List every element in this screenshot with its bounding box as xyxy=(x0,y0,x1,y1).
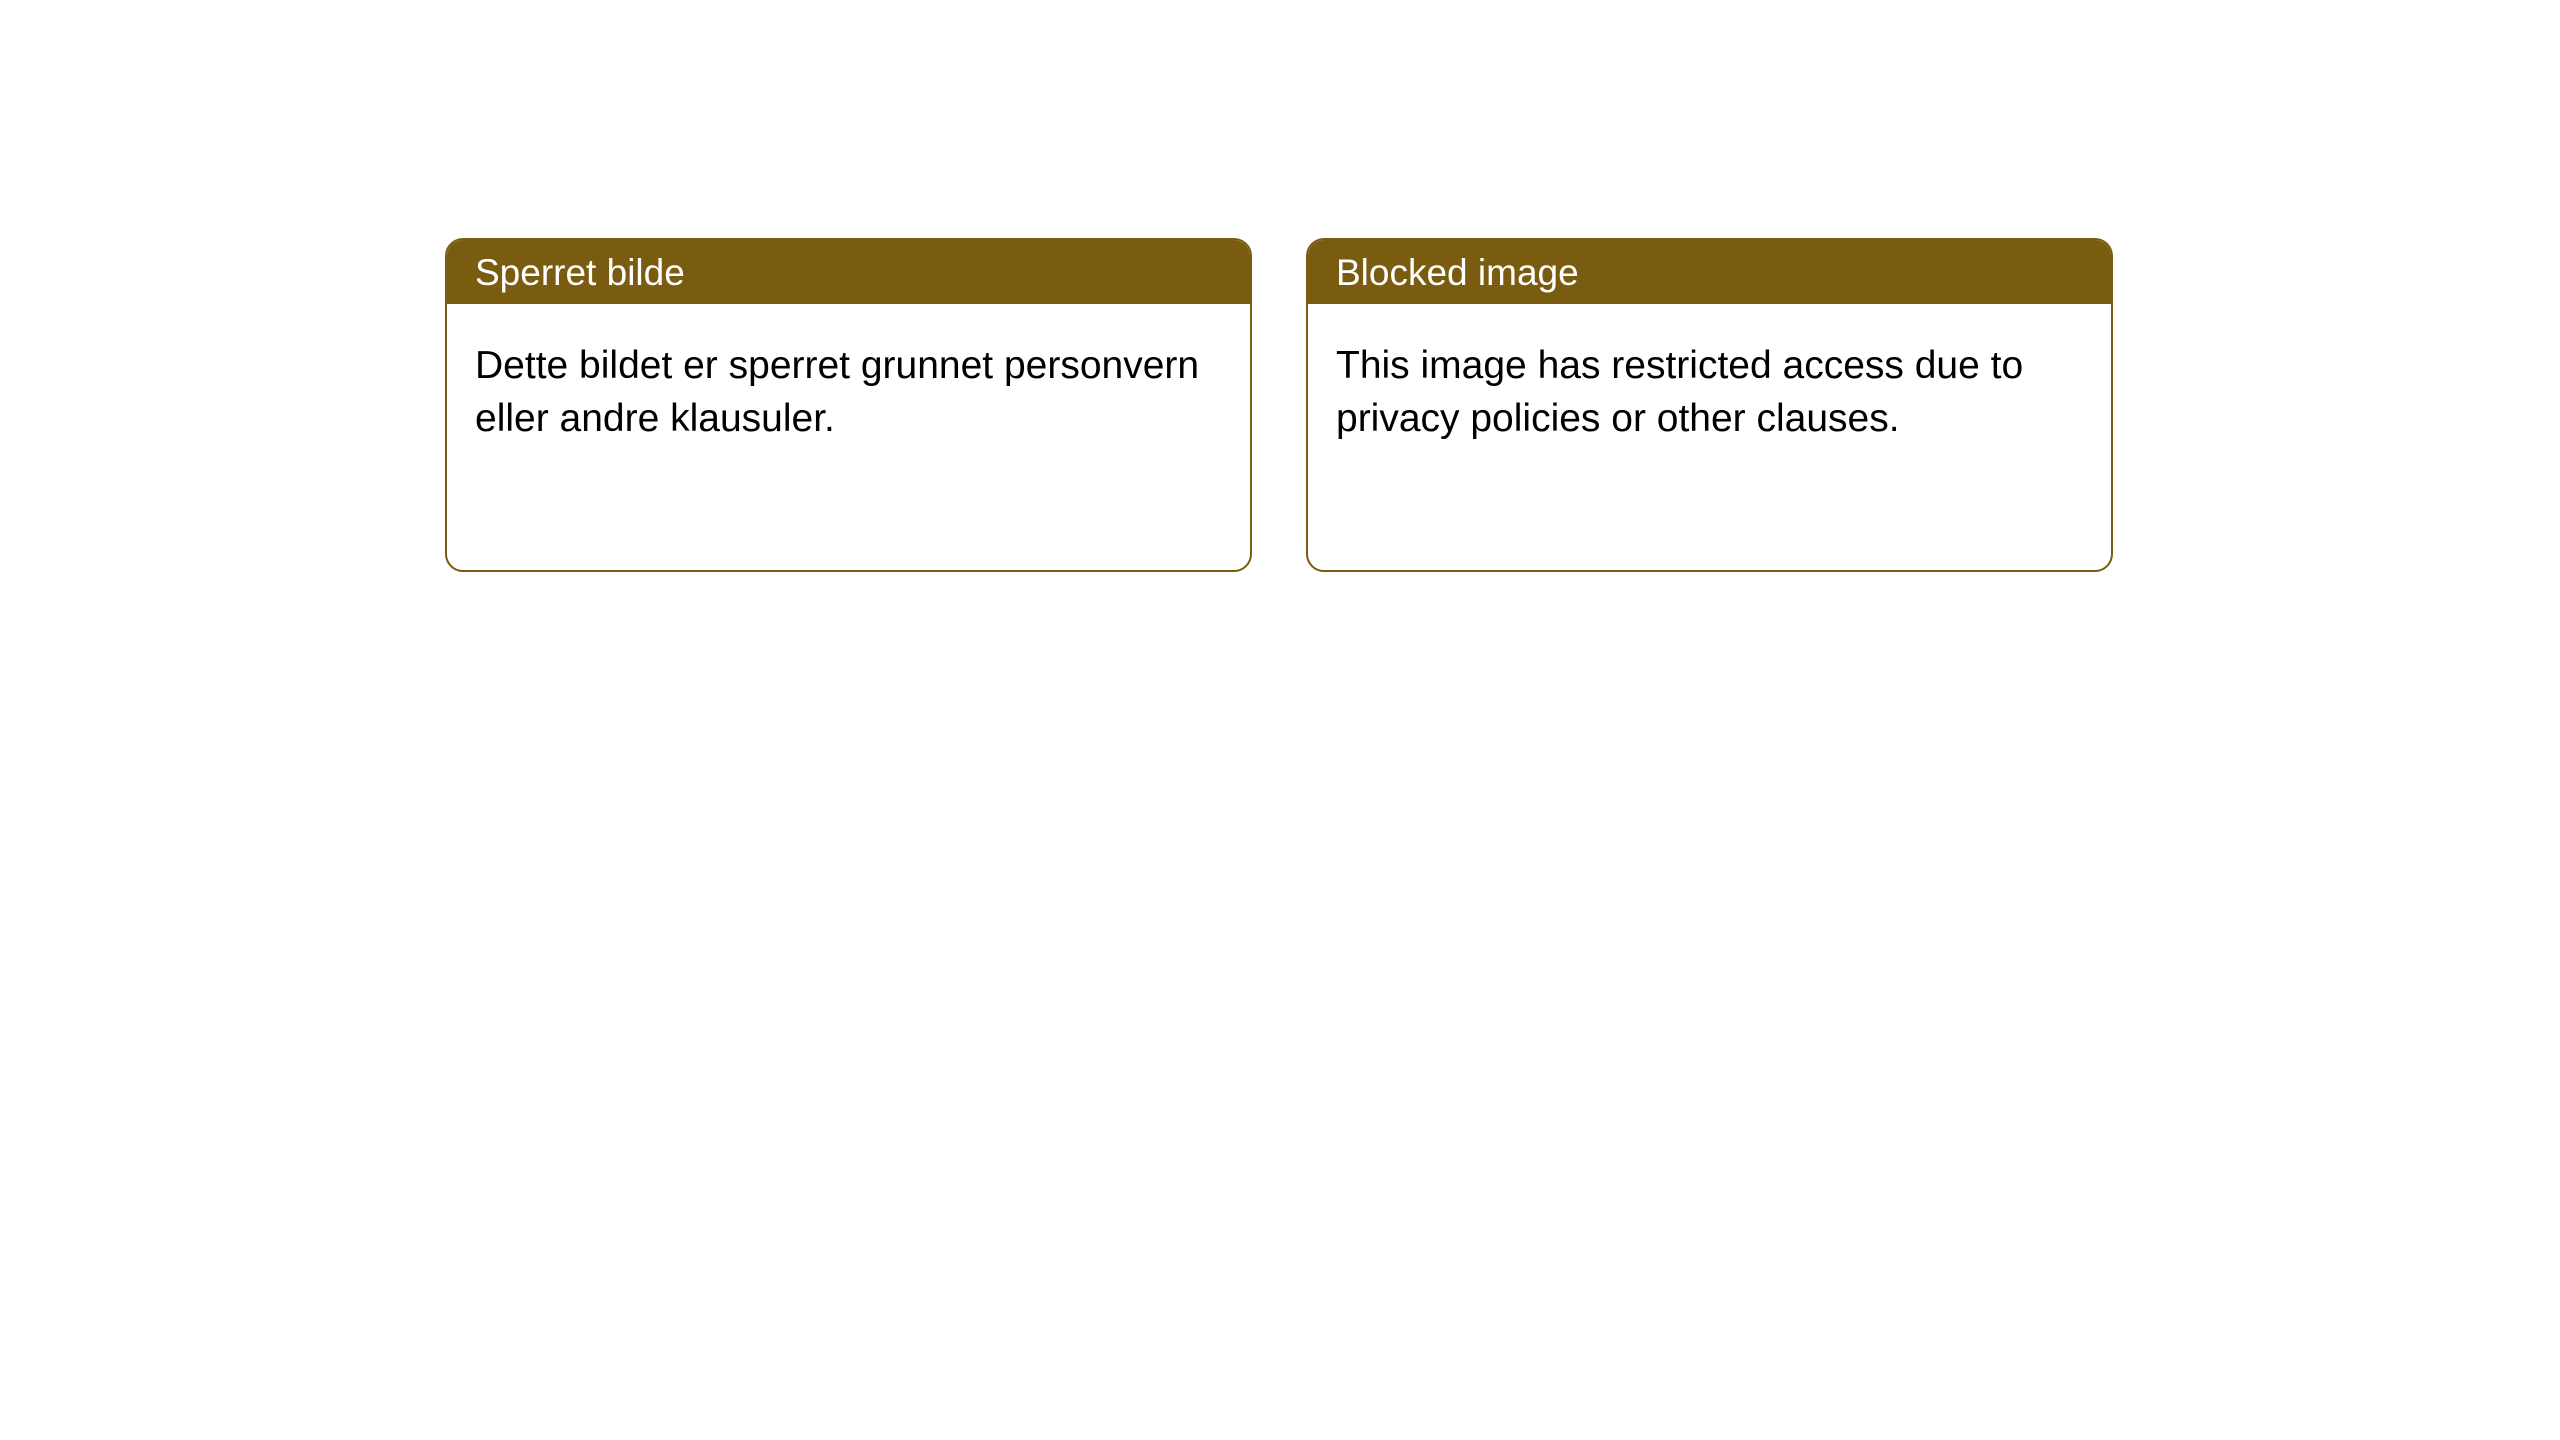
card-header-en: Blocked image xyxy=(1308,240,2111,304)
card-body-no: Dette bildet er sperret grunnet personve… xyxy=(447,304,1250,570)
cards-container: Sperret bilde Dette bildet er sperret gr… xyxy=(0,0,2560,572)
card-header-no: Sperret bilde xyxy=(447,240,1250,304)
card-body-en: This image has restricted access due to … xyxy=(1308,304,2111,570)
blocked-image-card-en: Blocked image This image has restricted … xyxy=(1306,238,2113,572)
blocked-image-card-no: Sperret bilde Dette bildet er sperret gr… xyxy=(445,238,1252,572)
card-message-en: This image has restricted access due to … xyxy=(1336,344,2023,440)
card-title-en: Blocked image xyxy=(1336,252,1579,293)
card-title-no: Sperret bilde xyxy=(475,252,685,293)
card-message-no: Dette bildet er sperret grunnet personve… xyxy=(475,344,1199,440)
